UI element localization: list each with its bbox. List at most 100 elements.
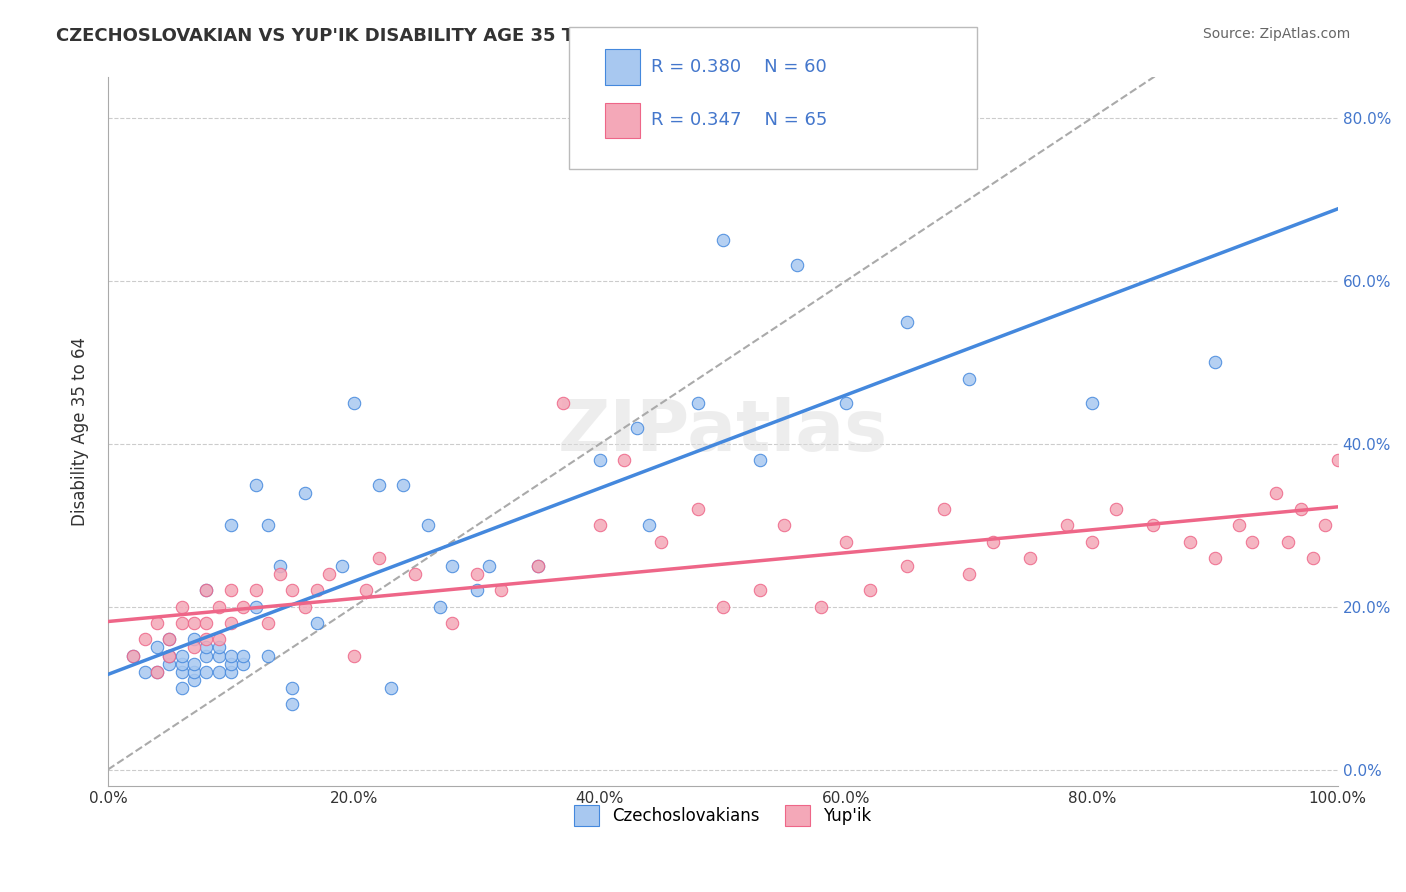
Point xyxy=(1204,355,1226,369)
Point xyxy=(981,534,1004,549)
Point xyxy=(170,681,193,695)
Point xyxy=(551,396,574,410)
Point xyxy=(688,502,710,516)
Point xyxy=(219,615,242,630)
Point xyxy=(1315,518,1337,533)
Point xyxy=(810,599,832,614)
Point xyxy=(294,599,316,614)
Point xyxy=(1105,502,1128,516)
Point xyxy=(367,477,389,491)
Point xyxy=(219,583,242,598)
Point xyxy=(1056,518,1078,533)
Point xyxy=(208,665,231,679)
Text: ZIPatlas: ZIPatlas xyxy=(558,397,887,467)
Point xyxy=(1265,485,1288,500)
Point xyxy=(330,558,353,573)
Point xyxy=(195,665,218,679)
Point xyxy=(219,657,242,671)
Point xyxy=(121,648,143,663)
Point xyxy=(195,615,218,630)
Point xyxy=(1227,518,1250,533)
Point xyxy=(896,558,918,573)
Legend: Czechoslovakians, Yup'ik: Czechoslovakians, Yup'ik xyxy=(565,797,880,834)
Point xyxy=(146,665,169,679)
Point xyxy=(170,665,193,679)
Point xyxy=(465,567,488,582)
Point xyxy=(245,477,267,491)
Text: R = 0.380    N = 60: R = 0.380 N = 60 xyxy=(651,58,827,76)
Point xyxy=(1302,550,1324,565)
Point xyxy=(638,518,661,533)
Point xyxy=(626,420,648,434)
Point xyxy=(441,615,464,630)
Point xyxy=(441,558,464,573)
Point xyxy=(835,396,858,410)
Point xyxy=(170,657,193,671)
Point xyxy=(835,534,858,549)
Text: CZECHOSLOVAKIAN VS YUP'IK DISABILITY AGE 35 TO 64 CORRELATION CHART: CZECHOSLOVAKIAN VS YUP'IK DISABILITY AGE… xyxy=(56,27,842,45)
Point xyxy=(183,665,205,679)
Point xyxy=(380,681,402,695)
Y-axis label: Disability Age 35 to 64: Disability Age 35 to 64 xyxy=(72,337,89,526)
Point xyxy=(1080,396,1102,410)
Text: R = 0.347    N = 65: R = 0.347 N = 65 xyxy=(651,112,827,129)
Point xyxy=(1142,518,1164,533)
Point xyxy=(1240,534,1263,549)
Point xyxy=(1178,534,1201,549)
Point xyxy=(183,657,205,671)
Point xyxy=(773,518,796,533)
Point xyxy=(159,657,181,671)
Point xyxy=(1339,534,1361,549)
Point xyxy=(294,485,316,500)
Point xyxy=(183,615,205,630)
Point xyxy=(208,632,231,647)
Point xyxy=(269,567,291,582)
Point xyxy=(208,648,231,663)
Point xyxy=(170,615,193,630)
Point xyxy=(1351,437,1374,451)
Point xyxy=(170,599,193,614)
Point xyxy=(195,583,218,598)
Point xyxy=(257,648,280,663)
Point xyxy=(208,599,231,614)
Point xyxy=(527,558,550,573)
Point xyxy=(711,233,734,247)
Point xyxy=(343,648,366,663)
Point xyxy=(159,648,181,663)
Point xyxy=(392,477,415,491)
Point xyxy=(195,640,218,655)
Point xyxy=(281,681,304,695)
Text: Source: ZipAtlas.com: Source: ZipAtlas.com xyxy=(1202,27,1350,41)
Point xyxy=(183,640,205,655)
Point xyxy=(491,583,513,598)
Point xyxy=(195,632,218,647)
Point xyxy=(219,665,242,679)
Point xyxy=(416,518,439,533)
Point xyxy=(305,615,328,630)
Point xyxy=(269,558,291,573)
Point xyxy=(232,648,254,663)
Point xyxy=(170,648,193,663)
Point xyxy=(183,673,205,687)
Point xyxy=(219,518,242,533)
Point xyxy=(934,502,956,516)
Point xyxy=(589,453,612,467)
Point xyxy=(232,599,254,614)
Point xyxy=(159,632,181,647)
Point xyxy=(404,567,426,582)
Point xyxy=(748,453,770,467)
Point xyxy=(748,583,770,598)
Point xyxy=(257,615,280,630)
Point xyxy=(281,583,304,598)
Point xyxy=(232,657,254,671)
Point xyxy=(527,558,550,573)
Point xyxy=(1326,453,1348,467)
Point xyxy=(1277,534,1299,549)
Point xyxy=(183,632,205,647)
Point xyxy=(957,372,980,386)
Point xyxy=(245,583,267,598)
Point xyxy=(1080,534,1102,549)
Point xyxy=(281,698,304,712)
Point xyxy=(1019,550,1042,565)
Point xyxy=(711,599,734,614)
